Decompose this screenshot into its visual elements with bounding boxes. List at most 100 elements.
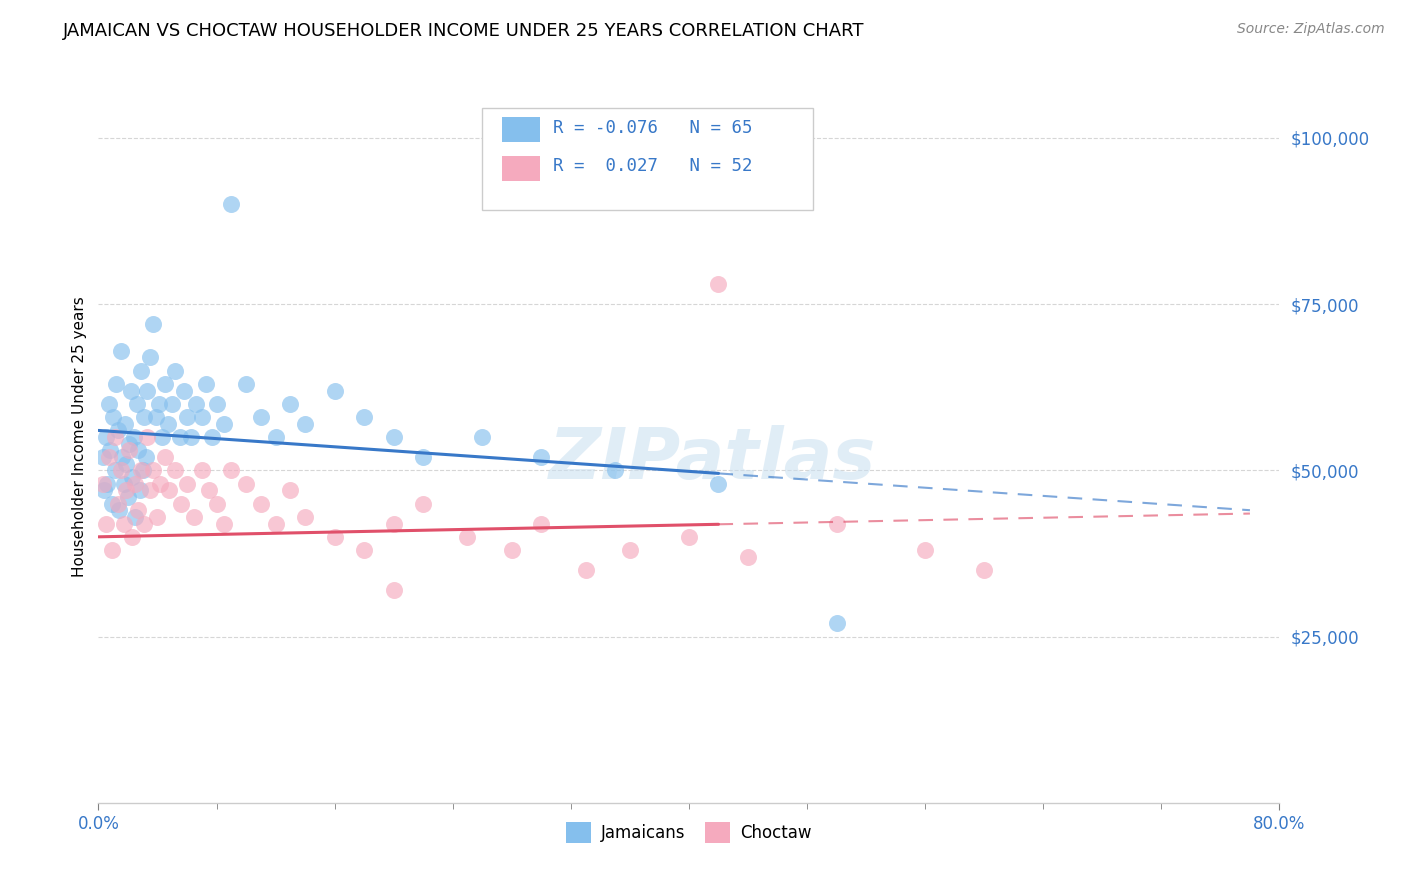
Point bbox=[139, 483, 162, 498]
Point bbox=[382, 516, 405, 531]
Point bbox=[165, 363, 187, 377]
Point bbox=[250, 410, 273, 425]
Point bbox=[136, 430, 159, 444]
Point bbox=[501, 543, 523, 558]
Point bbox=[973, 563, 995, 577]
Point bbox=[353, 410, 375, 425]
Point bbox=[183, 509, 205, 524]
Point bbox=[98, 443, 121, 458]
Point bbox=[97, 397, 120, 411]
Point bbox=[294, 417, 316, 431]
Point bbox=[212, 417, 235, 431]
Point bbox=[107, 424, 129, 438]
Bar bbox=[502, 156, 540, 181]
Point bbox=[100, 497, 122, 511]
Point bbox=[195, 376, 218, 391]
Point bbox=[914, 543, 936, 558]
Point bbox=[323, 384, 346, 398]
Point bbox=[176, 410, 198, 425]
Point bbox=[153, 376, 176, 391]
Point bbox=[180, 430, 202, 444]
Point bbox=[412, 497, 434, 511]
Point bbox=[619, 543, 641, 558]
Point bbox=[145, 410, 167, 425]
Point bbox=[184, 397, 207, 411]
Point bbox=[176, 476, 198, 491]
Point bbox=[457, 530, 479, 544]
Point bbox=[115, 457, 138, 471]
Text: R = -0.076   N = 65: R = -0.076 N = 65 bbox=[553, 119, 752, 136]
Point bbox=[111, 450, 134, 464]
Point bbox=[149, 476, 172, 491]
Point bbox=[530, 450, 553, 464]
Point bbox=[157, 483, 180, 498]
Point bbox=[170, 497, 193, 511]
Point bbox=[120, 384, 142, 398]
Point bbox=[134, 410, 156, 425]
Point bbox=[280, 483, 302, 498]
Point bbox=[121, 470, 143, 484]
Point bbox=[162, 397, 183, 411]
Point bbox=[107, 497, 129, 511]
Point bbox=[91, 476, 114, 491]
Point bbox=[110, 343, 132, 358]
Text: ZIPatlas: ZIPatlas bbox=[548, 425, 876, 493]
Point bbox=[212, 516, 235, 531]
Point bbox=[117, 490, 139, 504]
FancyBboxPatch shape bbox=[482, 108, 813, 211]
Point bbox=[353, 543, 375, 558]
Point bbox=[250, 497, 273, 511]
Point bbox=[94, 430, 117, 444]
Text: Source: ZipAtlas.com: Source: ZipAtlas.com bbox=[1237, 22, 1385, 37]
Point bbox=[264, 430, 287, 444]
Point bbox=[93, 483, 115, 498]
Point bbox=[122, 430, 145, 444]
Point bbox=[139, 351, 162, 365]
Point bbox=[530, 516, 553, 531]
Point bbox=[323, 530, 346, 544]
Point bbox=[575, 563, 598, 577]
Point bbox=[737, 549, 759, 564]
Point bbox=[173, 384, 195, 398]
Bar bbox=[502, 118, 540, 143]
Point bbox=[118, 436, 141, 450]
Point bbox=[124, 476, 146, 491]
Text: JAMAICAN VS CHOCTAW HOUSEHOLDER INCOME UNDER 25 YEARS CORRELATION CHART: JAMAICAN VS CHOCTAW HOUSEHOLDER INCOME U… bbox=[63, 22, 865, 40]
Point bbox=[605, 463, 627, 477]
Point bbox=[205, 397, 228, 411]
Point bbox=[112, 516, 135, 531]
Point bbox=[191, 410, 214, 425]
Point bbox=[110, 463, 132, 477]
Point bbox=[156, 417, 179, 431]
Point bbox=[129, 463, 152, 477]
Point bbox=[121, 530, 143, 544]
Point bbox=[294, 509, 316, 524]
Point bbox=[105, 376, 128, 391]
Point bbox=[127, 503, 149, 517]
Point bbox=[825, 616, 848, 631]
Point bbox=[235, 476, 257, 491]
Point bbox=[136, 384, 159, 398]
Point bbox=[382, 430, 405, 444]
Point bbox=[382, 582, 405, 597]
Point bbox=[153, 450, 176, 464]
Point bbox=[825, 516, 848, 531]
Point bbox=[280, 397, 302, 411]
Point bbox=[94, 516, 117, 531]
Point bbox=[104, 463, 127, 477]
Point bbox=[201, 430, 224, 444]
Text: R =  0.027   N = 52: R = 0.027 N = 52 bbox=[553, 158, 752, 176]
Point bbox=[707, 277, 730, 292]
Point bbox=[108, 503, 131, 517]
Point bbox=[198, 483, 221, 498]
Point bbox=[205, 497, 228, 511]
Point bbox=[132, 463, 155, 477]
Point bbox=[191, 463, 214, 477]
Point bbox=[124, 509, 146, 524]
Point bbox=[134, 516, 156, 531]
Point bbox=[678, 530, 700, 544]
Point bbox=[471, 430, 494, 444]
Point bbox=[114, 417, 136, 431]
Point bbox=[142, 317, 165, 331]
Point bbox=[135, 450, 157, 464]
